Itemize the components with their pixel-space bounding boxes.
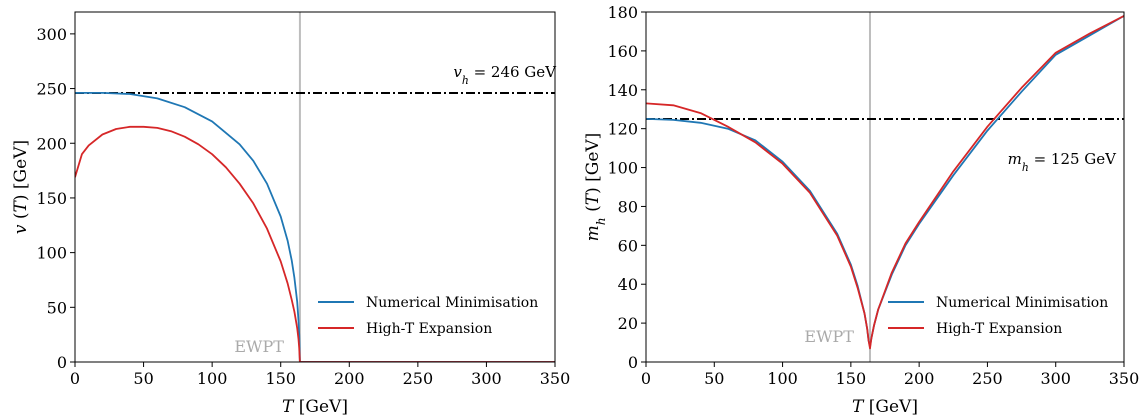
reference-line-label: vh = 246 GeV	[453, 63, 557, 87]
y-tick-label: 100	[36, 244, 67, 263]
left-panel-v-of-T: 0 50 100 150 200 250 300 350 0 50 100 150 200 250 300 T…	[11, 11, 571, 416]
x-tick-label: 350	[540, 369, 571, 388]
y-tick-label: 250	[36, 80, 67, 99]
y-axis-label: v (T) [GeV]	[11, 140, 31, 234]
y-tick-label: 60	[618, 236, 638, 255]
y-tick-label: 50	[47, 298, 67, 317]
axes-frame	[645, 11, 1125, 363]
legend: Numerical Minimisation High-T Expansion	[888, 295, 1108, 337]
y-tick-label: 200	[36, 134, 67, 153]
series-line-high-t-expansion	[646, 15, 1124, 350]
y-tick-label: 140	[607, 81, 638, 100]
x-tick-label: 200	[904, 369, 935, 388]
ewpt-label: EWPT	[804, 327, 854, 346]
x-tick-label: 0	[641, 369, 651, 388]
series-line-numerical-minimisation	[75, 92, 555, 362]
axes-frame	[74, 11, 556, 363]
y-tick-label: 80	[618, 197, 638, 216]
y-tick-label: 120	[607, 120, 638, 139]
y-tick-label: 0	[57, 353, 67, 372]
y-tick-label: 180	[607, 3, 638, 22]
series-line-high-t-expansion	[75, 125, 555, 362]
x-tick-label: 100	[197, 369, 228, 388]
reference-line-label: mh = 125 GeV	[1008, 150, 1118, 174]
legend-label: Numerical Minimisation	[366, 295, 538, 311]
x-tick-label: 300	[1040, 369, 1071, 388]
x-tick-label: 300	[471, 369, 502, 388]
x-tick-label: 50	[133, 369, 153, 388]
x-tick-label: 200	[334, 369, 365, 388]
legend-label: High-T Expansion	[366, 321, 492, 337]
x-tick-label: 150	[836, 369, 867, 388]
x-axis-label: T [GeV]	[282, 397, 348, 416]
y-tick-label: 0	[628, 353, 638, 372]
y-tick-label: 20	[618, 314, 638, 333]
y-axis-label: mh (T) [GeV]	[583, 133, 608, 242]
x-tick-label: 0	[70, 369, 80, 388]
x-tick-label: 50	[704, 369, 724, 388]
y-tick-label: 300	[36, 25, 67, 44]
y-tick-label: 100	[607, 159, 638, 178]
x-axis-label: T [GeV]	[852, 397, 918, 416]
ewpt-label: EWPT	[234, 337, 284, 356]
x-tick-label: 100	[767, 369, 798, 388]
x-tick-label: 250	[972, 369, 1003, 388]
legend-label: Numerical Minimisation	[936, 295, 1108, 311]
legend: Numerical Minimisation High-T Expansion	[318, 295, 538, 337]
y-tick-label: 40	[618, 275, 638, 294]
y-tick-label: 160	[607, 42, 638, 61]
x-tick-label: 350	[1109, 369, 1140, 388]
x-tick-label: 250	[403, 369, 434, 388]
x-tick-label: 150	[265, 369, 296, 388]
right-panel-mh-of-T: 0 50 100 150 200 250 300 350 0 20 40 60 80 100 120 140 1…	[583, 3, 1139, 416]
legend-label: High-T Expansion	[936, 321, 1062, 337]
y-tick-label: 150	[36, 189, 67, 208]
